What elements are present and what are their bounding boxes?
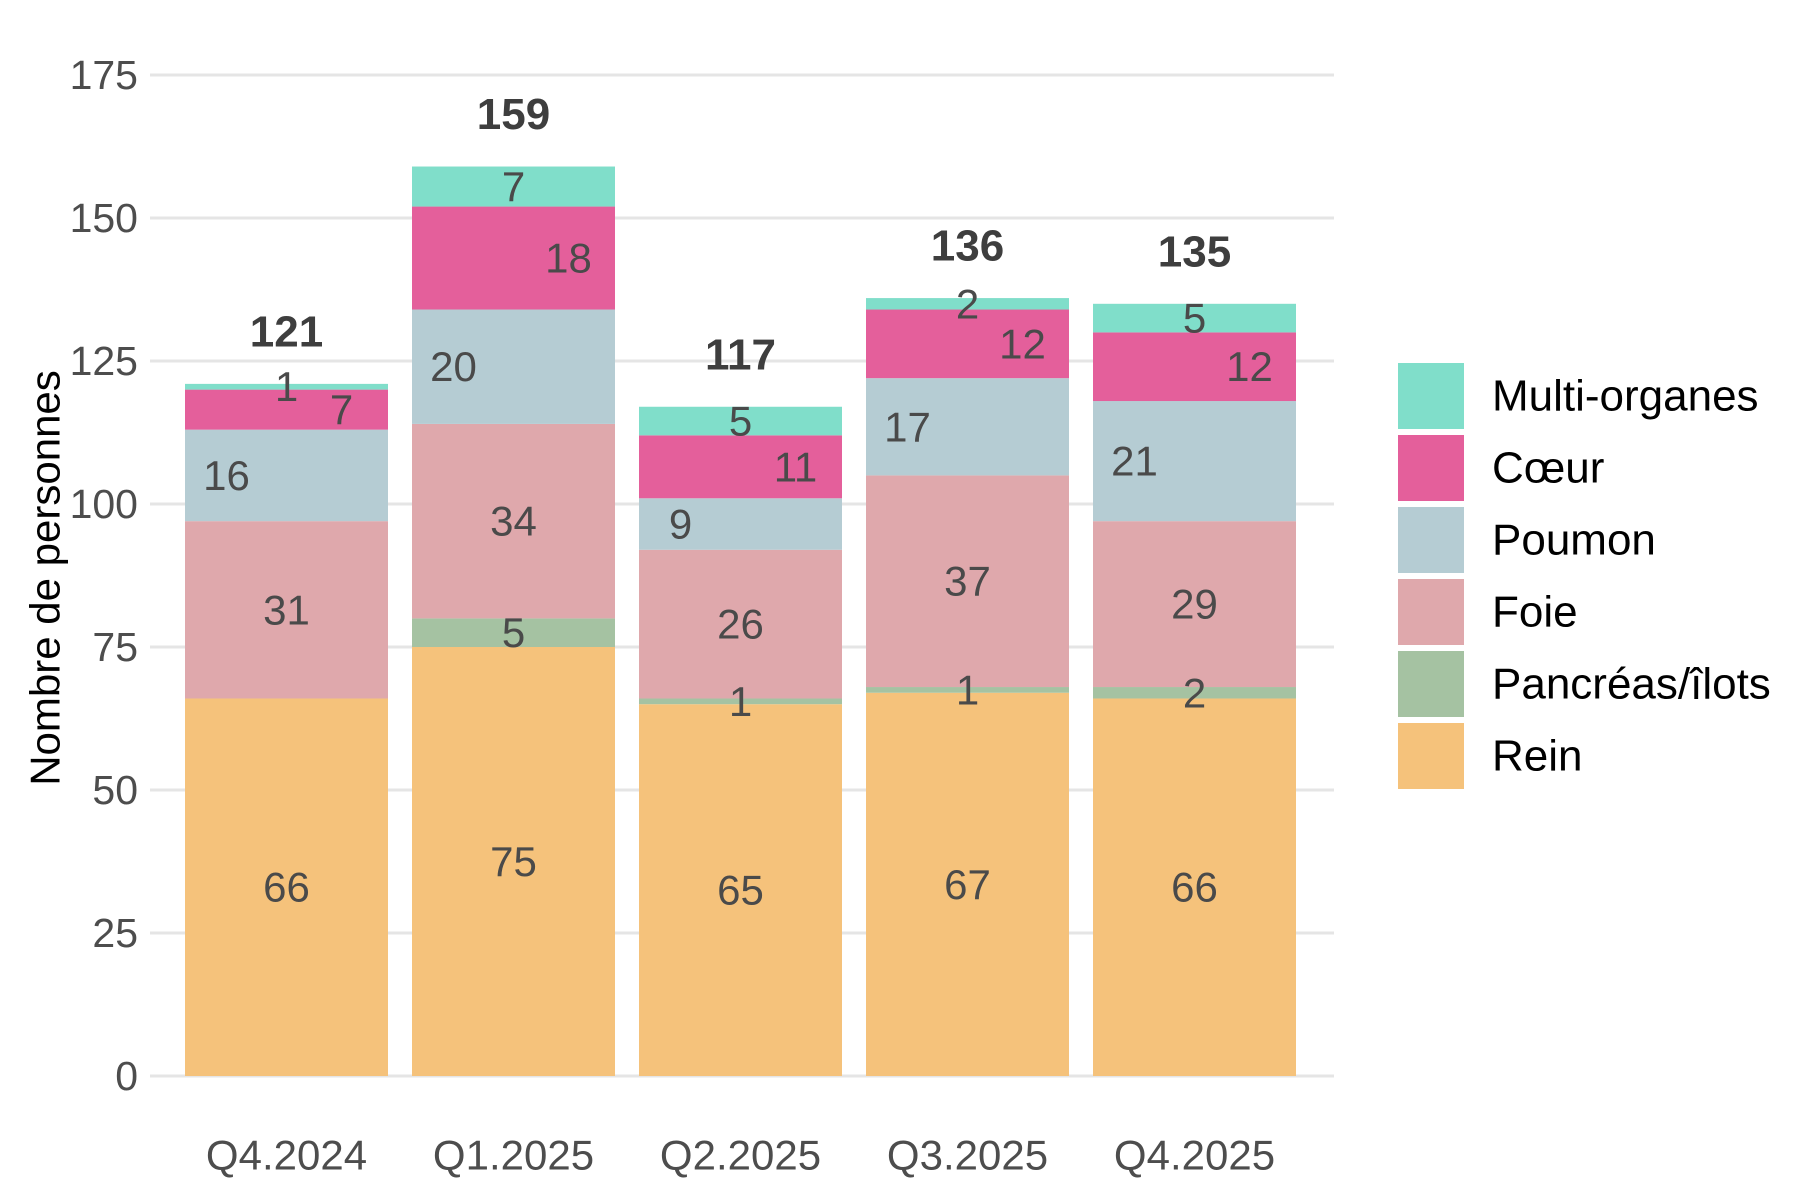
bar-total-label: 121 xyxy=(250,307,323,356)
legend-swatch xyxy=(1398,507,1464,573)
segment-value-label: 5 xyxy=(729,398,752,445)
segment-value-label: 7 xyxy=(502,163,525,210)
bar-segment xyxy=(185,389,388,430)
y-tick-label: 0 xyxy=(115,1053,138,1099)
segment-value-label: 75 xyxy=(490,838,537,885)
bar-segment xyxy=(866,475,1069,688)
bar-segment xyxy=(639,698,842,705)
segment-value-label: 66 xyxy=(1171,864,1218,911)
y-tick-label: 150 xyxy=(70,195,138,241)
bar-segment xyxy=(639,498,842,550)
segment-value-label: 1 xyxy=(275,363,298,410)
legend-swatch xyxy=(1398,723,1464,789)
bar-segment xyxy=(1093,698,1296,1076)
bar-segment xyxy=(412,647,615,1076)
segment-value-label: 17 xyxy=(884,403,931,450)
segment-value-label: 1 xyxy=(956,666,979,713)
legend-label: Pancréas/îlots xyxy=(1492,660,1771,709)
legend-swatch xyxy=(1398,363,1464,429)
segment-value-label: 18 xyxy=(545,235,592,282)
segment-value-label: 12 xyxy=(999,320,1046,367)
bar-total-label: 135 xyxy=(1158,227,1231,276)
segment-value-label: 1 xyxy=(729,678,752,725)
legend-swatch xyxy=(1398,435,1464,501)
legend-label: Rein xyxy=(1492,732,1583,781)
bar-total-label: 117 xyxy=(705,330,776,379)
bar-segment xyxy=(1093,332,1296,402)
bar-segment xyxy=(639,549,842,699)
bar-segment xyxy=(185,383,388,390)
segment-value-label: 16 xyxy=(203,452,250,499)
y-tick-label: 50 xyxy=(92,767,138,813)
segment-value-label: 2 xyxy=(1183,669,1206,716)
x-tick-label: Q4.2025 xyxy=(1114,1132,1275,1179)
segment-value-label: 5 xyxy=(502,609,525,656)
segment-value-label: 20 xyxy=(430,343,477,390)
bar-segment xyxy=(412,618,615,647)
bar-total-label: 159 xyxy=(477,90,550,139)
y-tick-label: 100 xyxy=(70,481,138,527)
y-tick-label: 75 xyxy=(92,624,138,670)
legend-label: Poumon xyxy=(1492,516,1656,565)
x-tick-label: Q2.2025 xyxy=(660,1132,821,1179)
legend-swatch xyxy=(1398,579,1464,645)
bar-segment xyxy=(1093,303,1296,333)
bar-segment xyxy=(866,692,1069,1076)
segment-value-label: 5 xyxy=(1183,295,1206,342)
bar-segment xyxy=(412,206,615,310)
segment-value-label: 67 xyxy=(944,861,991,908)
segment-value-label: 66 xyxy=(263,864,310,911)
bar-segment xyxy=(185,698,388,1076)
bar-segment xyxy=(1093,401,1296,522)
y-tick-label: 125 xyxy=(70,338,138,384)
x-tick-label: Q3.2025 xyxy=(887,1132,1048,1179)
bar-segment xyxy=(866,687,1069,693)
bar-segment xyxy=(866,298,1069,310)
bar-total-label: 136 xyxy=(931,222,1004,271)
segment-value-label: 21 xyxy=(1111,438,1158,485)
bar-segment xyxy=(639,406,842,436)
segment-value-label: 9 xyxy=(669,501,692,548)
segment-value-label: 29 xyxy=(1171,581,1218,628)
legend-swatch xyxy=(1398,651,1464,717)
segment-value-label: 37 xyxy=(944,558,991,605)
bar-segment xyxy=(185,429,388,522)
bar-segment xyxy=(866,378,1069,476)
segment-value-label: 11 xyxy=(774,443,818,490)
y-tick-label: 175 xyxy=(70,52,138,98)
y-tick-label: 25 xyxy=(92,910,138,956)
y-axis-title: Nombre de personnes xyxy=(22,370,69,786)
segment-value-label: 12 xyxy=(1226,343,1273,390)
x-tick-label: Q1.2025 xyxy=(433,1132,594,1179)
legend-label: Multi-organes xyxy=(1492,372,1759,421)
legend-label: Cœur xyxy=(1492,444,1604,493)
bar-segment xyxy=(1093,687,1296,699)
legend-label: Foie xyxy=(1492,588,1578,637)
bar-segment xyxy=(639,435,842,499)
bar-segment xyxy=(412,309,615,424)
segment-value-label: 2 xyxy=(956,280,979,327)
bar-segment xyxy=(412,166,615,207)
bar-segment xyxy=(412,423,615,619)
segment-value-label: 26 xyxy=(717,601,764,648)
segment-value-label: 31 xyxy=(263,586,310,633)
bar-segment xyxy=(866,309,1069,379)
segment-value-label: 7 xyxy=(330,386,353,433)
bar-segment xyxy=(639,704,842,1076)
segment-value-label: 34 xyxy=(490,498,537,545)
bar-segment xyxy=(185,521,388,699)
segment-value-label: 65 xyxy=(717,867,764,914)
bar-segment xyxy=(1093,521,1296,688)
x-tick-label: Q4.2024 xyxy=(206,1132,367,1179)
